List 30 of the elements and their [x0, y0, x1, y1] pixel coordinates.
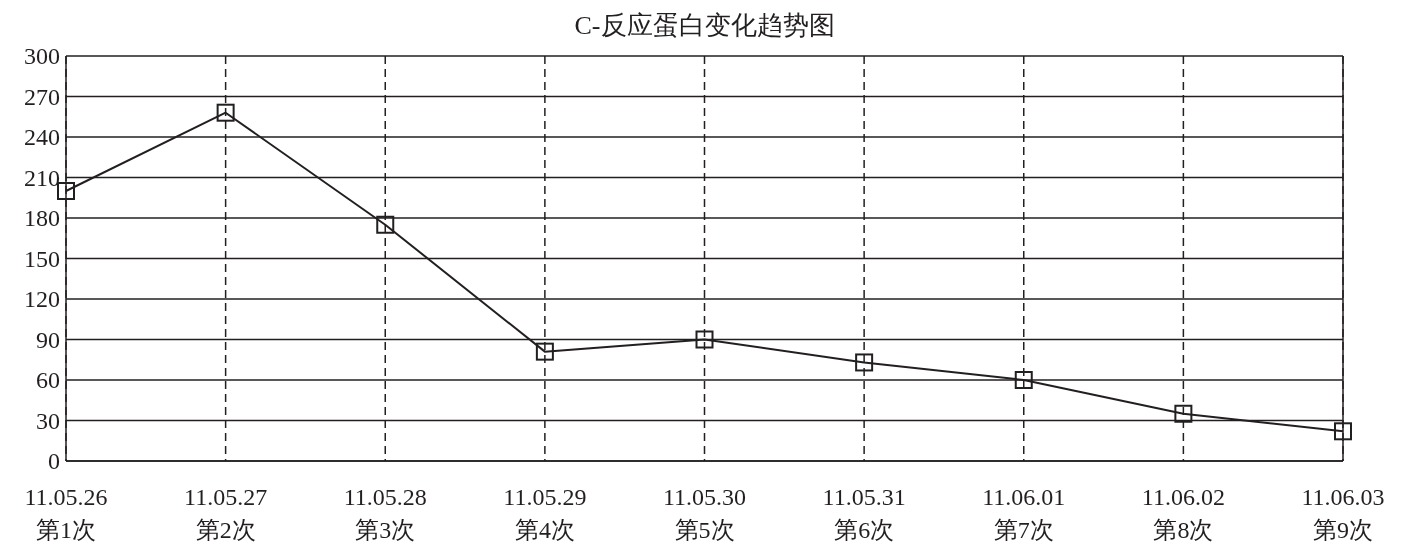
- point: [855, 353, 874, 372]
- x-tick-label: 11.05.29 第4次: [503, 484, 587, 543]
- point: [57, 182, 75, 200]
- x-tick-label: 11.05.30 第5次: [662, 484, 747, 543]
- y-tick-label: 150: [24, 245, 60, 272]
- x-tick-label: 11.05.26 第1次: [24, 484, 108, 543]
- point: [1174, 404, 1193, 423]
- point: [1014, 371, 1033, 389]
- x-tick-label: 11.05.27 第2次: [184, 484, 268, 543]
- point: [695, 330, 714, 349]
- x-tick-label: 11.05.28 第3次: [343, 484, 427, 543]
- x-tick-label: 11.06.01 第7次: [982, 484, 1066, 543]
- x-tick-label: 11.06.02 第8次: [1141, 484, 1225, 543]
- point: [376, 215, 395, 234]
- y-tick-label: 120: [24, 286, 60, 313]
- x-tick-label: 11.05.31 第6次: [822, 484, 906, 543]
- chart-title: C-反应蛋白变化趋势图: [574, 11, 835, 40]
- y-tick-label: 210: [24, 164, 60, 191]
- point: [1334, 422, 1352, 441]
- x-tick-label: 11.06.03 第9次: [1301, 484, 1385, 543]
- y-tick-label: 0: [48, 448, 60, 475]
- y-tick-label: 90: [36, 326, 60, 353]
- y-tick-label: 240: [24, 124, 60, 151]
- y-tick-label: 30: [36, 407, 60, 434]
- y-tick-label: 270: [24, 83, 60, 110]
- y-tick-label: 300: [24, 43, 60, 70]
- point: [216, 103, 235, 122]
- y-tick-label: 60: [36, 367, 60, 394]
- point: [535, 342, 554, 361]
- y-tick-label: 180: [24, 205, 60, 232]
